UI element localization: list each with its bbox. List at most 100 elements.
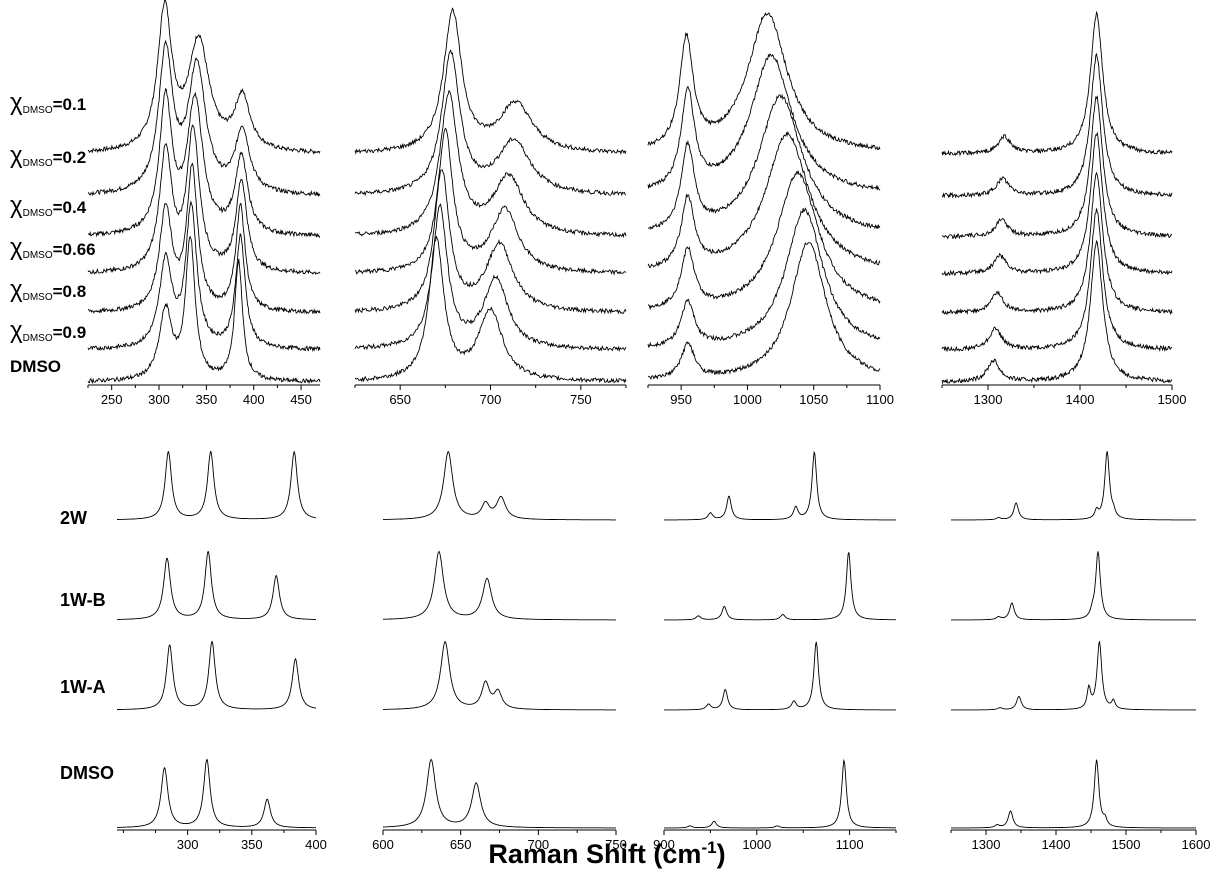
trace-1W-B [664,552,896,621]
tick-label: 900 [653,837,675,852]
trace-χDMSO=0.66 [941,131,1173,277]
dmso-subscript: DMSO [23,250,53,261]
dmso-subscript: DMSO [23,292,53,303]
trace-1W-A [383,641,616,711]
row-experimental: χDMSO=0.1χDMSO=0.2χDMSO=0.4χDMSO=0.66χDM… [10,0,1186,407]
tick-label: 400 [305,837,327,852]
tick-label: 950 [670,392,692,407]
tick-label: 750 [570,392,592,407]
trace-χDMSO=0.2 [941,52,1173,199]
tick-label: 700 [527,837,549,852]
fraction-value: =0.8 [53,282,87,301]
trace-χDMSO=0.1 [647,12,881,151]
panel-1-1: 600 650 700 750 [372,451,627,852]
trace-χDMSO=0.66 [354,127,627,276]
trace-χDMSO=0.9 [941,208,1173,353]
trace-DMSO [354,235,627,384]
tick-label: 350 [241,837,263,852]
fraction-value: =0.66 [53,240,96,259]
trace-χDMSO=0.9 [647,207,881,348]
trace-2W [664,450,896,521]
trace-χDMSO=0.4 [647,93,881,231]
trace-χDMSO=0.8 [647,170,881,311]
trace-1W-B [117,551,317,620]
tick-label: 250 [101,392,123,407]
trace-DMSO [951,759,1196,829]
row-label-2: 1W-A [60,677,106,697]
tick-label: 350 [196,392,218,407]
tick-label: 1400 [1042,837,1071,852]
trace-χDMSO=0.9 [87,200,321,353]
trace-χDMSO=0.1 [87,0,321,155]
trace-χDMSO=0.2 [647,53,881,191]
trace-1W-A [664,641,896,711]
row-label-5: χDMSO=0.9 [10,317,86,344]
trace-χDMSO=0.66 [87,124,321,275]
row-label-6: DMSO [10,357,61,376]
chi-symbol: χ [10,89,23,116]
tick-label: 1000 [742,837,771,852]
trace-DMSO [941,239,1173,385]
tick-label: 1100 [836,837,864,852]
trace-χDMSO=0.2 [87,39,321,198]
panel-1-2: 900 1000 1100 [653,450,897,852]
dmso-subscript: DMSO [23,158,53,169]
chi-symbol: χ [10,317,23,344]
panel-1-0: 300 350 400 [117,450,327,852]
tick-label: 1300 [972,837,1001,852]
row-label-0: χDMSO=0.1 [10,89,86,116]
tick-label: 1600 [1182,837,1211,852]
tick-label: 1100 [866,392,894,407]
trace-DMSO [648,241,881,381]
row-label-1: χDMSO=0.2 [10,142,86,169]
trace-χDMSO=0.8 [941,171,1173,316]
dmso-subscript: DMSO [23,208,53,219]
panel-0-0: 250 300 350 400 450 [87,0,321,407]
panel-1-3: 1300 1400 1500 1600 [950,451,1211,852]
trace-χDMSO=0.4 [354,89,627,238]
tick-label: 650 [450,837,472,852]
dmso-subscript: DMSO [23,105,53,116]
dmso-subscript: DMSO [23,333,53,344]
trace-2W [951,451,1196,521]
tick-label: 1000 [733,392,762,407]
row-label-0: 2W [60,508,87,528]
panel-0-2: 950 1000 1050 1100 [647,12,894,407]
trace-χDMSO=0.9 [354,203,627,353]
tick-label: 300 [177,837,199,852]
tick-label: 750 [605,837,627,852]
x-axis-label: Raman Shift (cm-1) [488,838,726,869]
chi-symbol: χ [10,192,23,219]
chi-symbol: χ [10,234,23,261]
panel-0-3: 1300 1400 1500 [941,10,1187,407]
trace-χDMSO=0.4 [87,87,321,238]
trace-χDMSO=0.1 [941,10,1173,157]
tick-label: 1400 [1066,392,1095,407]
row-calculated: 2W 1W-B 1W-A DMSO 300 350 400 600 650 700 750 900 10… [60,450,1211,852]
tick-label: 300 [148,392,170,407]
tick-label: 1300 [974,392,1003,407]
trace-1W-B [382,550,616,621]
row-label-1: 1W-B [60,590,106,610]
fraction-value: =0.4 [53,198,87,217]
tick-label: 1050 [799,392,828,407]
row-label-4: χDMSO=0.8 [10,276,86,303]
trace-DMSO [87,235,321,385]
tick-label: 600 [372,837,394,852]
tick-label: 400 [243,392,265,407]
trace-1W-A [117,640,317,710]
trace-χDMSO=0.8 [354,169,627,315]
trace-DMSO [383,758,616,829]
fraction-value: =0.1 [53,95,87,114]
trace-DMSO [664,758,896,829]
trace-DMSO [117,759,316,829]
chi-symbol: χ [10,142,23,169]
chi-symbol: χ [10,276,23,303]
tick-label: 450 [290,392,312,407]
tick-label: 1500 [1158,392,1187,407]
fraction-value: =0.2 [53,148,87,167]
row-label-3: DMSO [60,763,114,783]
fraction-value: =0.9 [53,323,87,342]
trace-χDMSO=0.66 [647,130,881,269]
